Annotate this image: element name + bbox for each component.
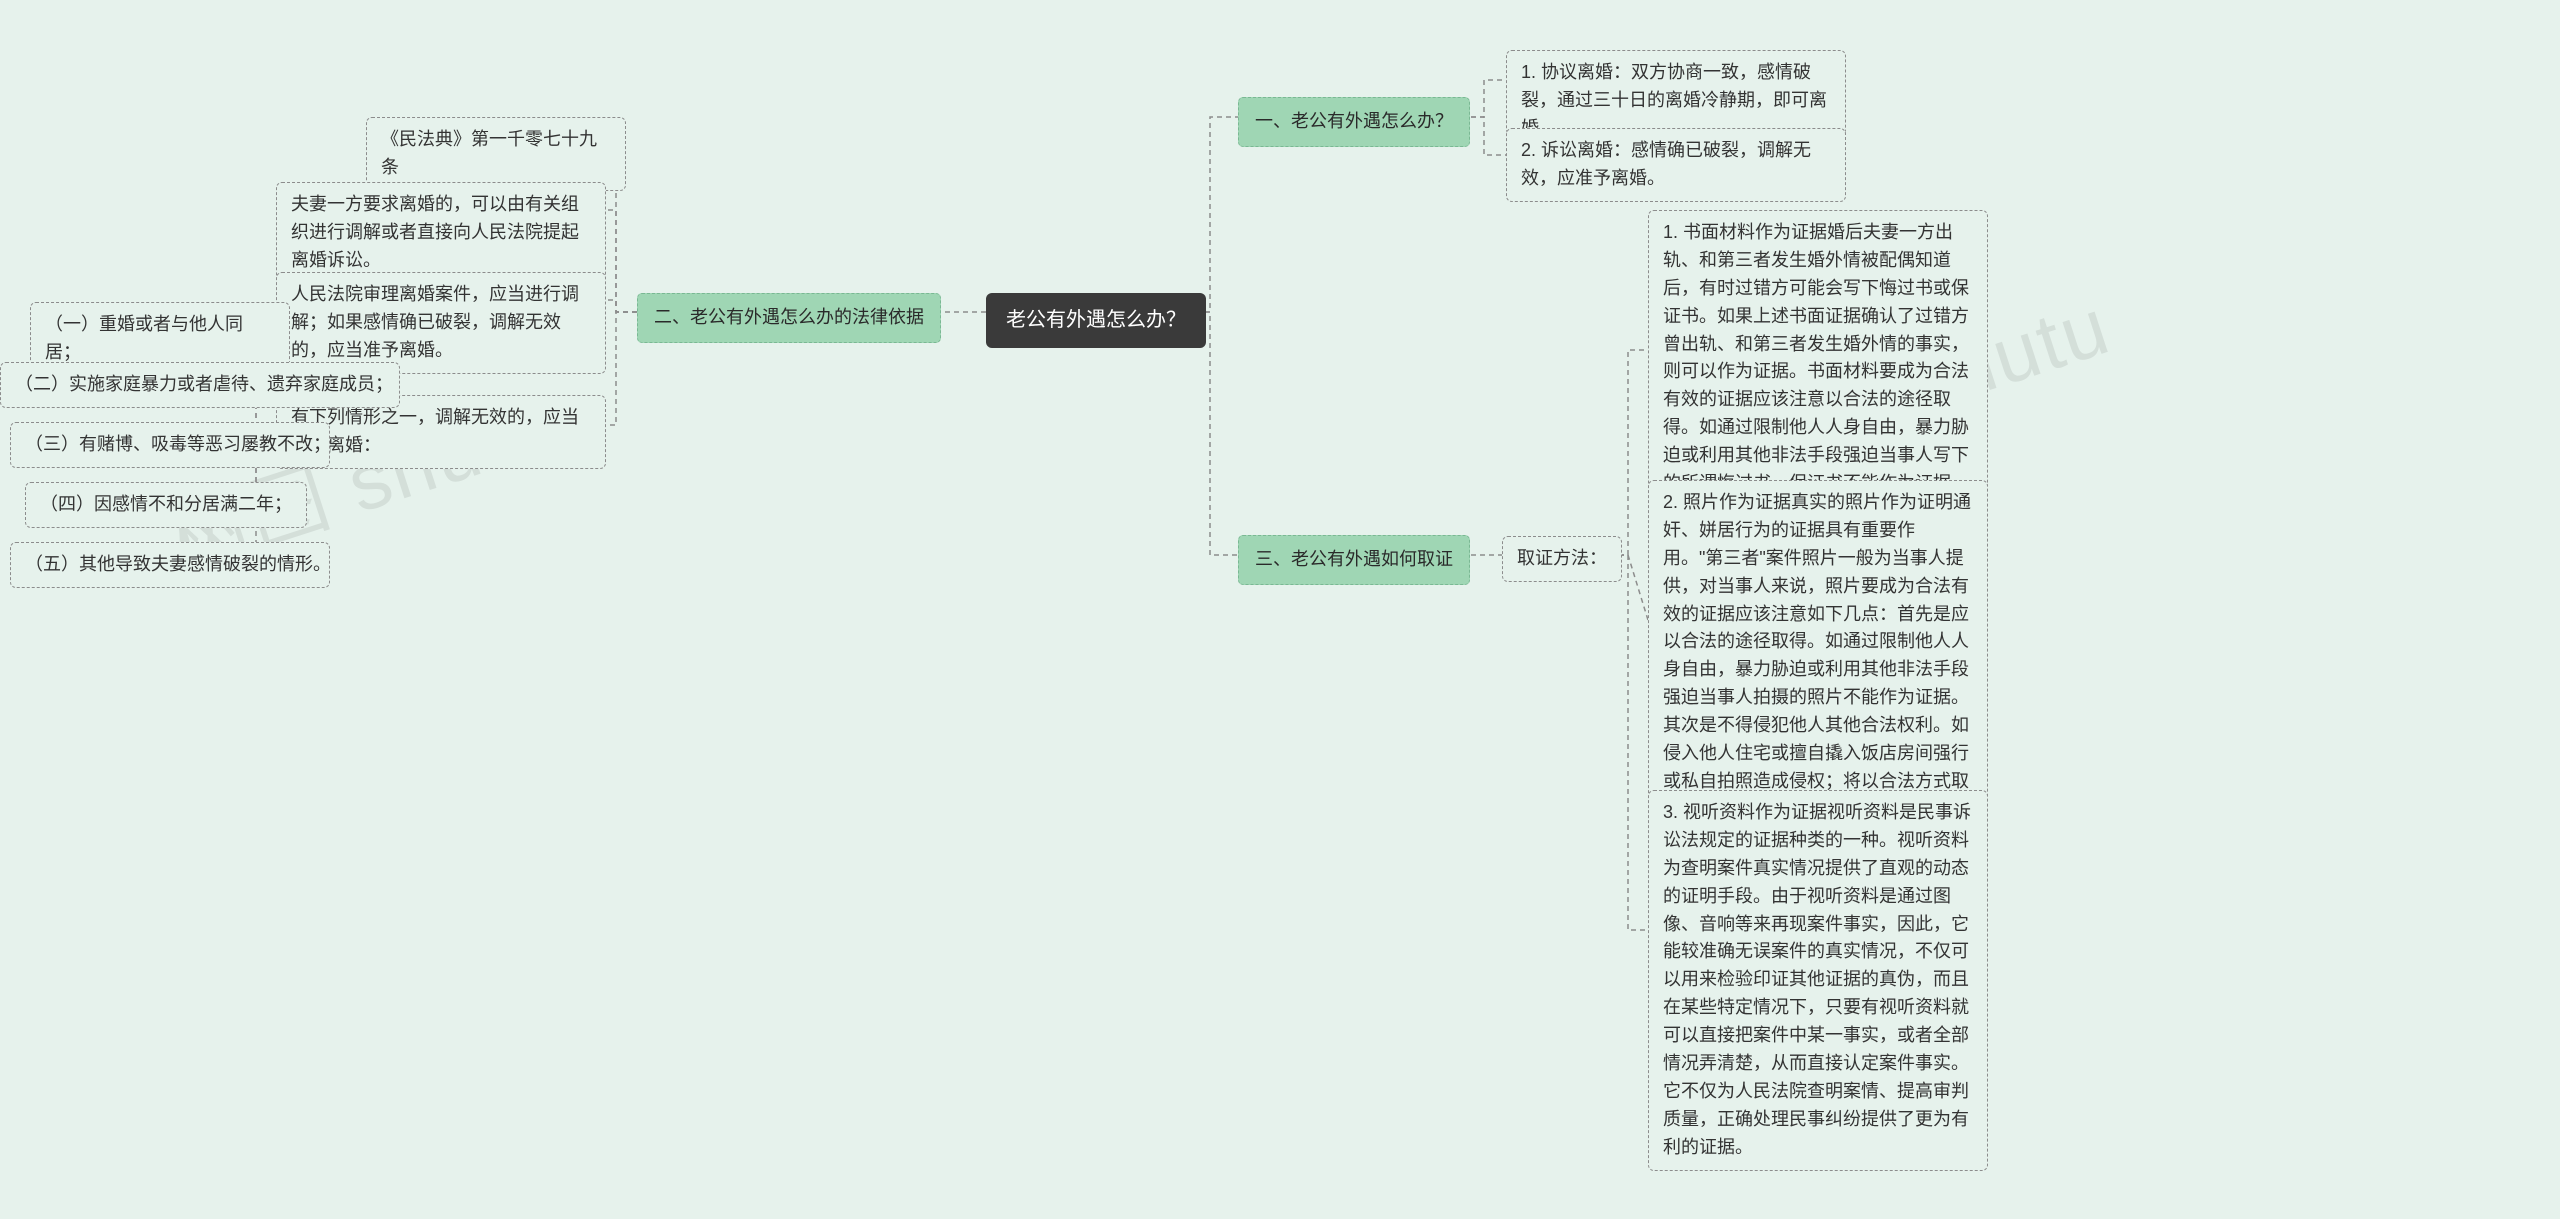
- branch-2[interactable]: 二、老公有外遇怎么办的法律依据: [637, 293, 941, 343]
- branch-3-label: 取证方法：: [1502, 536, 1622, 582]
- branch-3[interactable]: 三、老公有外遇如何取证: [1238, 535, 1470, 585]
- branch-2-subitem: （五）其他导致夫妻感情破裂的情形。: [10, 542, 330, 588]
- branch-2-subitem: （二）实施家庭暴力或者虐待、遗弃家庭成员；: [0, 362, 400, 408]
- branch-2-leaf: 《民法典》第一千零七十九条: [366, 117, 626, 191]
- branch-2-leaf: 夫妻一方要求离婚的，可以由有关组织进行调解或者直接向人民法院提起离婚诉讼。: [276, 182, 606, 284]
- branch-1-item: 2. 诉讼离婚：感情确已破裂，调解无效，应准予离婚。: [1506, 128, 1846, 202]
- root-node[interactable]: 老公有外遇怎么办？: [986, 293, 1206, 348]
- branch-3-item: 3. 视听资料作为证据视听资料是民事诉讼法规定的证据种类的一种。视听资料为查明案…: [1648, 790, 1988, 1171]
- branch-2-subitem: （四）因感情不和分居满二年；: [25, 482, 307, 528]
- branch-2-leaf: 人民法院审理离婚案件，应当进行调解；如果感情确已破裂，调解无效的，应当准予离婚。: [276, 272, 606, 374]
- branch-3-item: 1. 书面材料作为证据婚后夫妻一方出轨、和第三者发生婚外情被配偶知道后，有时过错…: [1648, 210, 1988, 507]
- branch-2-subitem: （三）有赌博、吸毒等恶习屡教不改；: [10, 422, 330, 468]
- branch-1[interactable]: 一、老公有外遇怎么办？: [1238, 97, 1470, 147]
